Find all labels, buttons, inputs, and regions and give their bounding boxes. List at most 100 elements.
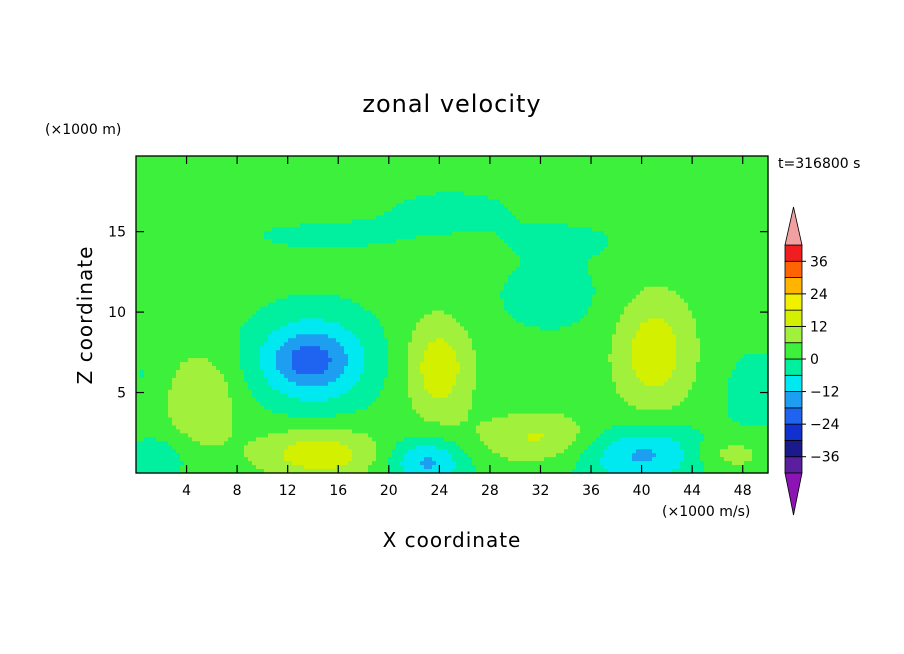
contour-cell (212, 270, 217, 276)
contour-cell (200, 251, 205, 256)
contour-cell (436, 183, 441, 189)
contour-cell (624, 235, 629, 240)
contour-cell (452, 255, 457, 260)
contour-cell (324, 163, 329, 169)
contour-cell (628, 195, 633, 201)
contour-cell (236, 191, 241, 197)
contour-cell (280, 259, 285, 264)
contour-cell (244, 187, 249, 193)
contour-cell (680, 195, 685, 201)
contour-cell (560, 203, 565, 209)
contour-cell (696, 187, 701, 193)
contour-cell (764, 156, 769, 161)
contour-cell (552, 163, 557, 169)
contour-cell (548, 159, 553, 165)
contour-cell (416, 167, 421, 173)
contour-cell (500, 259, 505, 264)
contour-cell (212, 203, 217, 209)
contour-cell (404, 183, 409, 189)
contour-cell (684, 262, 689, 268)
contour-cell (536, 191, 541, 197)
contour-cell (412, 167, 417, 173)
contour-cell (348, 171, 353, 177)
contour-cell (192, 167, 197, 173)
contour-cell (176, 219, 181, 224)
contour-cell (396, 167, 401, 173)
contour-cell (456, 255, 461, 260)
contour-cell (652, 270, 657, 276)
contour-cell (716, 156, 721, 161)
contour-cell (520, 235, 525, 240)
contour-cell (296, 231, 301, 236)
contour-cell (320, 223, 325, 228)
contour-cell (492, 215, 497, 220)
contour-cell (288, 243, 293, 248)
contour-cell (480, 235, 485, 240)
contour-cell (436, 247, 441, 252)
contour-cell (500, 227, 505, 232)
contour-cell (324, 239, 329, 244)
contour-cell (604, 163, 609, 169)
contour-cell (684, 195, 689, 201)
contour-cell (424, 179, 429, 185)
contour-cell (440, 183, 445, 189)
contour-cell (588, 219, 593, 224)
contour-cell (716, 199, 721, 205)
contour-cell (268, 167, 273, 173)
contour-cell (504, 247, 509, 252)
contour-cell (264, 207, 269, 213)
contour-cell (696, 251, 701, 256)
contour-cell (636, 239, 641, 244)
contour-cell (344, 187, 349, 193)
contour-cell (352, 278, 357, 284)
contour-cell (696, 274, 701, 280)
contour-cell (604, 215, 609, 220)
contour-cell (448, 191, 453, 197)
contour-cell (232, 183, 237, 189)
contour-cell (304, 187, 309, 193)
contour-cell (668, 156, 673, 161)
contour-cell (300, 239, 305, 244)
contour-cell (460, 156, 465, 161)
contour-cell (224, 171, 229, 177)
contour-cell (144, 278, 149, 284)
contour-cell (632, 255, 637, 260)
contour-cell (656, 211, 661, 217)
contour-cell (764, 187, 769, 193)
contour-cell (188, 167, 193, 173)
contour-cell (664, 274, 669, 280)
contour-cell (188, 159, 193, 165)
contour-cell (428, 235, 433, 240)
contour-cell (200, 247, 205, 252)
contour-cell (588, 203, 593, 209)
contour-cell (652, 215, 657, 220)
contour-cell (464, 187, 469, 193)
contour-cell (548, 207, 553, 213)
contour-cell (628, 270, 633, 276)
contour-cell (564, 187, 569, 193)
contour-cell (408, 243, 413, 248)
contour-cell (608, 259, 613, 264)
contour-cell (668, 235, 673, 240)
contour-cell (756, 270, 761, 276)
contour-cell (532, 239, 537, 244)
contour-cell (528, 167, 533, 173)
contour-cell (748, 203, 753, 209)
contour-cell (732, 159, 737, 165)
contour-cell (432, 247, 437, 252)
contour-cell (388, 266, 393, 272)
contour-cell (496, 274, 501, 280)
contour-cell (632, 266, 637, 272)
contour-cell (600, 243, 605, 248)
contour-cell (488, 167, 493, 173)
contour-cell (624, 191, 629, 197)
contour-cell (524, 270, 529, 276)
contour-cell (384, 227, 389, 232)
contour-cell (148, 167, 153, 173)
contour-cell (548, 223, 553, 228)
contour-cell (580, 191, 585, 197)
contour-cell (744, 239, 749, 244)
contour-cell (188, 274, 193, 280)
contour-cell (736, 191, 741, 197)
contour-cell (388, 215, 393, 220)
